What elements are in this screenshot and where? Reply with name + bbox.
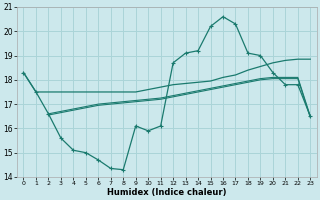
X-axis label: Humidex (Indice chaleur): Humidex (Indice chaleur): [107, 188, 227, 197]
